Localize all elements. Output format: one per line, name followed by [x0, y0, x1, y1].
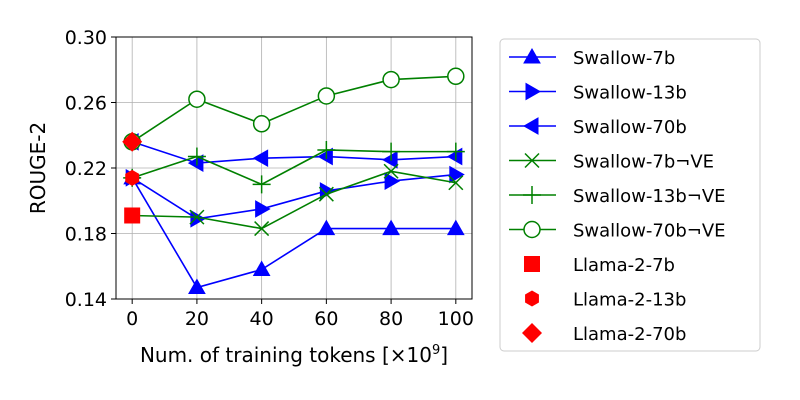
x-tick-label: 60 [314, 308, 338, 330]
legend-label: Llama-2-7b [573, 255, 675, 276]
y-tick-label: 0.26 [65, 93, 107, 115]
data-point-swallow-70b-not-ve [252, 115, 271, 133]
data-point-swallow-13b-not-ve [317, 140, 336, 159]
legend-marker-swallow-70b-not-ve [523, 220, 541, 239]
data-point-swallow-13b [255, 200, 271, 218]
data-point-swallow-70b [252, 149, 269, 168]
legend-item-swallow-70b-not-ve: Swallow-70b¬VE [509, 221, 726, 242]
data-point-swallow-13b-not-ve [382, 142, 401, 161]
y-axis-label: ROUGE-2 [26, 122, 50, 214]
legend-label: Swallow-13b¬VE [573, 186, 726, 207]
legend-marker-llama-2-13b [525, 290, 539, 307]
data-point-llama-2-70b [122, 131, 143, 152]
data-point-swallow-7b-not-ve [189, 209, 205, 225]
data-point-swallow-7b-not-ve [318, 186, 334, 202]
legend-marker-llama-2-7b [524, 256, 540, 272]
legend-box [499, 38, 761, 352]
series-line-swallow-70b [131, 141, 456, 164]
data-point-swallow-7b [446, 219, 465, 236]
legend-marker-swallow-70b [522, 117, 539, 135]
data-point-llama-2-7b [124, 207, 141, 224]
x-tick-label: 80 [379, 308, 403, 330]
x-tick-label: 40 [250, 308, 274, 330]
baseline-layer [122, 131, 143, 224]
legend-item-swallow-7b-not-ve: Swallow-7b¬VE [509, 152, 714, 173]
data-point-swallow-70b-not-ve [382, 70, 400, 89]
legend-label: Swallow-7b¬VE [573, 152, 714, 173]
legend-marker-swallow-13b-not-ve [523, 186, 541, 204]
series-line-swallow-7b-not-ve [132, 170, 456, 230]
y-tick-label: 0.14 [65, 289, 107, 311]
legend-label: Swallow-13b [573, 83, 687, 104]
series-line-swallow-7b [131, 177, 456, 289]
y-tick-label: 0.18 [65, 224, 107, 246]
y-axis-ticks: 0.14 0.18 0.22 0.26 0.30 [65, 27, 116, 311]
legend-item-llama-2-7b: Llama-2-7b [524, 255, 675, 276]
data-point-swallow-70b-not-ve [317, 87, 336, 105]
x-tick-label: 100 [438, 308, 474, 330]
legend-marker-llama-2-70b [522, 323, 542, 343]
series-layer [123, 67, 465, 295]
data-point-swallow-13b [384, 172, 401, 190]
legend-marker-swallow-7b-not-ve [524, 152, 540, 169]
series-swallow-7b [123, 168, 465, 295]
legend-marker-swallow-7b [523, 47, 541, 64]
legend-item-swallow-70b: Swallow-70b [509, 117, 687, 138]
legend-label: Llama-2-70b [573, 324, 686, 345]
data-point-llama-2-13b [125, 169, 140, 186]
series-line-swallow-70b-not-ve [131, 75, 456, 143]
legend-item-llama-2-13b: Llama-2-13b [525, 290, 686, 311]
data-point-swallow-13b-not-ve [187, 147, 206, 166]
x-axis-label: Num. of training tokens [×109] [140, 343, 448, 367]
data-point-swallow-13b-not-ve [446, 142, 465, 161]
data-point-swallow-70b-not-ve [447, 67, 465, 86]
data-point-swallow-70b-not-ve [188, 90, 206, 108]
legend-item-llama-2-70b: Llama-2-70b [522, 323, 686, 345]
data-point-swallow-7b [252, 260, 271, 277]
data-point-swallow-70b [317, 147, 333, 166]
legend-label: Swallow-7b [573, 48, 675, 69]
data-point-swallow-70b [382, 150, 398, 169]
x-tick-label: 0 [126, 308, 138, 330]
series-swallow-13b-not-ve [123, 140, 465, 194]
legend-items: Swallow-7b Swallow-13b Swallow-70b Swallow-… [509, 47, 726, 345]
data-point-swallow-13b-not-ve [252, 175, 271, 194]
data-point-swallow-7b [188, 278, 206, 295]
series-swallow-70b-not-ve [123, 67, 465, 151]
legend-label: Swallow-70b¬VE [573, 221, 726, 242]
series-line-swallow-13b-not-ve [131, 149, 456, 186]
data-point-swallow-70b [187, 154, 204, 172]
x-axis-ticks: 0 20 40 60 80 100 [126, 299, 474, 330]
legend-label: Swallow-70b [573, 117, 687, 138]
legend-label: Llama-2-13b [573, 290, 686, 311]
data-point-swallow-7b [382, 219, 400, 236]
x-tick-label: 20 [185, 308, 209, 330]
y-tick-label: 0.22 [65, 158, 107, 180]
data-point-swallow-7b-not-ve [448, 175, 464, 191]
data-point-swallow-7b [317, 219, 336, 236]
legend-marker-swallow-13b [525, 82, 542, 101]
legend: Swallow-7b Swallow-13b Swallow-70b Swallow-… [499, 38, 761, 352]
data-point-swallow-70b [446, 147, 463, 166]
data-point-swallow-13b [449, 165, 465, 184]
y-tick-label: 0.30 [65, 27, 107, 49]
legend-item-swallow-7b: Swallow-7b [509, 47, 675, 69]
data-point-swallow-7b-not-ve [254, 221, 270, 237]
legend-item-swallow-13b: Swallow-13b [509, 83, 687, 104]
series-swallow-70b [123, 132, 463, 172]
legend-item-swallow-13b-not-ve: Swallow-13b¬VE [509, 186, 726, 207]
series-line-swallow-13b [131, 173, 456, 220]
data-point-swallow-7b-not-ve [383, 163, 399, 179]
